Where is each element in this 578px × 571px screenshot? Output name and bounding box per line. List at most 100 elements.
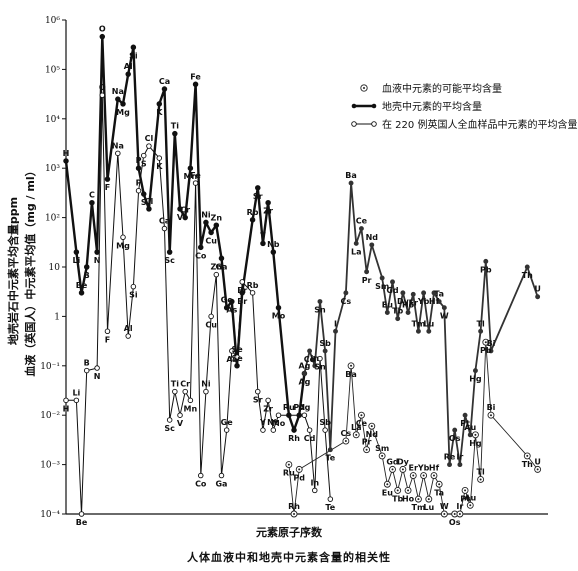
element-label: Mg [116,108,130,117]
element-label: K [156,162,163,171]
element-label: Hg [469,439,482,448]
data-point-core [536,468,539,471]
data-point [83,264,90,270]
element-label: Sm [375,282,389,291]
data-point-core [469,504,472,507]
y-tick-label: 10² [45,214,60,224]
data-point [275,412,282,418]
element-label: Al [124,324,133,333]
data-point-core [287,463,290,466]
element-label: Mo [272,419,286,428]
data-point [99,33,106,40]
element-label: Ru [283,403,295,412]
data-point [146,143,152,149]
data-point [358,226,364,232]
element-label: Os [449,434,461,443]
element-label: Tb [392,307,403,316]
y-tick-label: 10⁶ [45,16,60,26]
y-tick-label: 10⁻¹ [40,362,60,372]
element-label: Hf [429,297,440,306]
data-point-core [484,341,487,344]
legend-marker-core [363,87,365,89]
data-point [218,472,225,479]
data-point [260,240,266,247]
element-label: N [94,372,101,381]
data-point-core [401,468,404,471]
data-point [255,185,261,191]
element-label: Tl [477,319,485,328]
element-label: Cs [341,297,352,306]
y-tick-label: 10⁻² [40,411,60,421]
element-label: Te [325,503,335,512]
data-point [301,371,307,376]
element-label: Pd [293,403,305,412]
data-point [369,242,375,248]
data-point [234,363,240,369]
element-label: Br [237,297,247,306]
data-point [384,310,390,315]
data-point [161,86,168,92]
element-label: Ag [298,361,310,370]
element-label: Rb [247,208,259,217]
data-point [115,96,121,102]
element-label: Cu [205,236,217,245]
data-point [524,264,530,270]
data-point [307,348,313,354]
element-label: Ge [221,418,234,427]
data-point [239,279,245,285]
element-label: As [226,355,237,364]
data-point [364,269,370,275]
data-point [265,199,271,206]
data-point-core [407,489,410,492]
element-label: Y [259,418,266,427]
data-point [213,222,220,229]
element-label: Th [522,460,533,469]
element-label: Pt [460,494,470,503]
data-point [73,249,80,255]
element-label: Dy [397,297,410,306]
element-label: Ta [434,488,444,497]
element-label: Zn [211,263,223,272]
data-point-core [391,468,394,471]
data-point [63,158,69,164]
y-tick-label: 10⁵ [45,65,60,75]
data-point [348,180,354,186]
legend-marker [351,103,357,109]
data-point-core [427,498,430,501]
element-label: Pb [480,346,492,355]
element-label: In [310,478,319,487]
data-point [296,412,302,418]
data-point-core [526,454,529,457]
element-label: Mn [184,172,198,181]
data-point [452,427,458,433]
data-point [94,365,100,371]
element-label: Ti [171,380,179,389]
legend-marker [371,103,377,109]
data-point [343,290,349,296]
element-label: F [105,335,110,344]
element-label: La [351,423,362,432]
data-point [327,447,333,453]
data-point [306,427,313,433]
element-label: Cd [304,355,316,364]
element-label: Ir [456,502,463,511]
data-point [78,511,85,517]
element-label: N [94,256,101,265]
data-point [379,275,385,281]
element-label: O [99,83,106,92]
data-point [275,304,282,311]
element-label: K [156,108,163,117]
data-point [73,397,80,404]
data-point [172,388,178,395]
element-label: Gd [386,457,399,466]
element-label: Au [464,423,476,432]
data-point [166,417,173,423]
data-point-core [479,478,482,481]
element-label: P [136,179,142,188]
data-point [187,165,194,171]
data-point-core [443,513,446,515]
data-point [218,255,225,262]
element-label: Er [409,464,418,473]
element-label: Rb [247,281,259,290]
data-point [405,310,411,315]
